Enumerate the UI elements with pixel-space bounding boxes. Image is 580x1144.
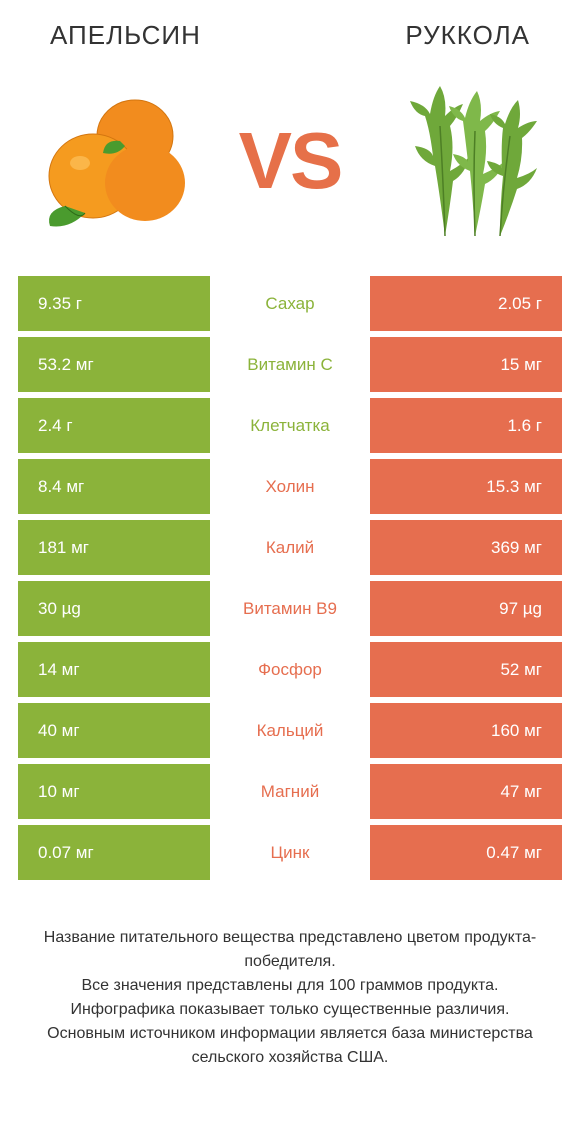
table-row: 9.35 гСахар2.05 г (18, 276, 562, 331)
nutrient-label: Кальций (210, 703, 370, 758)
table-row: 181 мгКалий369 мг (18, 520, 562, 575)
right-value: 2.05 г (370, 276, 562, 331)
nutrient-table: 9.35 гСахар2.05 г 53.2 мгВитамин C15 мг 2.… (0, 276, 580, 880)
left-value: 30 µg (18, 581, 210, 636)
left-value: 10 мг (18, 764, 210, 819)
orange-image (30, 76, 200, 246)
table-row: 0.07 мгЦинк0.47 мг (18, 825, 562, 880)
nutrient-label: Фосфор (210, 642, 370, 697)
left-value: 8.4 мг (18, 459, 210, 514)
table-row: 14 мгФосфор52 мг (18, 642, 562, 697)
images-row: VS (0, 61, 580, 276)
nutrient-label: Сахар (210, 276, 370, 331)
vs-label: VS (239, 115, 342, 207)
left-title: Апельсин (50, 20, 201, 51)
right-value: 0.47 мг (370, 825, 562, 880)
left-value: 2.4 г (18, 398, 210, 453)
left-value: 40 мг (18, 703, 210, 758)
right-value: 97 µg (370, 581, 562, 636)
right-value: 15.3 мг (370, 459, 562, 514)
footer-line: Основным источником информации является … (30, 1022, 550, 1070)
table-row: 10 мгМагний47 мг (18, 764, 562, 819)
table-row: 30 µgВитамин B997 µg (18, 581, 562, 636)
right-value: 47 мг (370, 764, 562, 819)
nutrient-label: Витамин C (210, 337, 370, 392)
right-value: 369 мг (370, 520, 562, 575)
nutrient-label: Витамин B9 (210, 581, 370, 636)
right-value: 52 мг (370, 642, 562, 697)
left-value: 181 мг (18, 520, 210, 575)
nutrient-label: Калий (210, 520, 370, 575)
table-row: 40 мгКальций160 мг (18, 703, 562, 758)
right-value: 160 мг (370, 703, 562, 758)
left-value: 53.2 мг (18, 337, 210, 392)
nutrient-label: Клетчатка (210, 398, 370, 453)
arugula-image (380, 76, 550, 246)
nutrient-label: Холин (210, 459, 370, 514)
right-value: 1.6 г (370, 398, 562, 453)
left-value: 0.07 мг (18, 825, 210, 880)
table-row: 8.4 мгХолин15.3 мг (18, 459, 562, 514)
left-value: 14 мг (18, 642, 210, 697)
footer-text: Название питательного вещества представл… (0, 886, 580, 1070)
footer-line: Все значения представлены для 100 граммо… (30, 974, 550, 998)
right-value: 15 мг (370, 337, 562, 392)
footer-line: Инфографика показывает только существенн… (30, 998, 550, 1022)
nutrient-label: Цинк (210, 825, 370, 880)
nutrient-label: Магний (210, 764, 370, 819)
table-row: 2.4 гКлетчатка1.6 г (18, 398, 562, 453)
header: Апельсин Руккола (0, 0, 580, 61)
left-value: 9.35 г (18, 276, 210, 331)
footer-line: Название питательного вещества представл… (30, 926, 550, 974)
right-title: Руккола (405, 20, 530, 51)
table-row: 53.2 мгВитамин C15 мг (18, 337, 562, 392)
